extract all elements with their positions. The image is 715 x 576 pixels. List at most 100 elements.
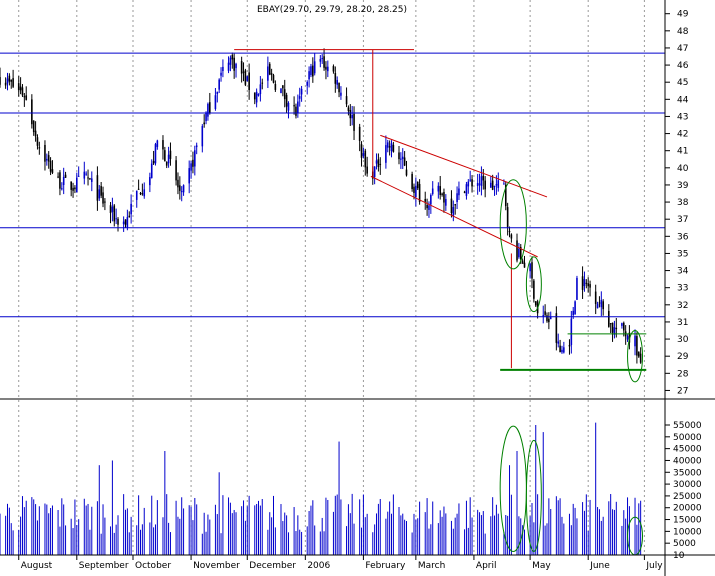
candle-body — [298, 96, 301, 99]
candle-body — [283, 89, 286, 100]
candle-body — [242, 71, 245, 73]
price-tick-label: 44 — [677, 95, 689, 105]
candle-body — [96, 175, 99, 201]
candle-body — [0, 77, 1, 85]
price-tick-label: 41 — [677, 147, 688, 157]
candle-body — [38, 147, 41, 149]
candle-body — [100, 186, 102, 196]
candle-body — [270, 73, 273, 76]
candle-body — [347, 107, 350, 111]
candle-body — [8, 75, 11, 82]
price-tick-label: 49 — [677, 10, 689, 20]
candle-body — [345, 96, 348, 105]
candle-body — [362, 153, 365, 156]
candle-body — [325, 66, 327, 70]
candle-body — [493, 185, 496, 187]
candle-body — [458, 188, 460, 196]
candle-body — [257, 93, 260, 96]
candle-body — [203, 122, 205, 125]
candle-body — [523, 262, 526, 268]
price-tick-label: 31 — [677, 318, 688, 328]
price-tick-label: 39 — [677, 181, 689, 191]
volume-tick-label: 50000 — [673, 433, 702, 443]
candle-body — [581, 276, 584, 290]
candle-body — [167, 154, 170, 164]
candle-body — [388, 146, 391, 148]
candle-body — [608, 310, 610, 327]
candle-body — [36, 137, 39, 146]
candle-body — [405, 169, 408, 176]
candle-body — [572, 310, 575, 316]
channel-line — [380, 134, 548, 198]
candle-body — [164, 150, 166, 162]
candle-body — [261, 82, 264, 84]
candle-body — [401, 156, 404, 159]
price-tick-label: 46 — [677, 61, 689, 71]
candle-body — [542, 315, 545, 317]
candle-body — [636, 336, 638, 356]
candle-body — [611, 322, 614, 333]
candle-body — [113, 205, 116, 222]
candle-body — [255, 91, 258, 103]
candle-body — [491, 180, 494, 190]
candle-body — [463, 191, 466, 193]
candle-body — [135, 190, 138, 200]
candle-body — [351, 114, 353, 119]
candle-body — [506, 207, 509, 228]
candle-body — [634, 335, 636, 347]
candle-body — [259, 84, 262, 95]
price-tick-label: 32 — [677, 301, 688, 311]
candle-body — [576, 277, 578, 300]
candle-body — [546, 315, 548, 322]
candle-body — [353, 113, 355, 131]
candle-body — [19, 86, 22, 91]
candle-body — [143, 189, 146, 197]
price-tick-label: 28 — [677, 369, 689, 379]
candle-body — [621, 323, 623, 326]
candle-body — [495, 184, 498, 186]
candle-body — [21, 87, 24, 96]
volume-tick-label: 25000 — [673, 492, 702, 502]
highlight-ellipse — [499, 179, 527, 270]
candle-body — [626, 336, 629, 340]
candle-body — [124, 219, 127, 225]
candle-body — [450, 198, 453, 213]
candle-body — [59, 172, 61, 189]
candle-body — [182, 185, 185, 193]
candle-body — [508, 231, 511, 233]
candle-body — [61, 188, 63, 190]
candle-body — [489, 182, 492, 188]
candle-body — [563, 347, 565, 353]
candle-body — [85, 173, 87, 175]
candle-body — [222, 66, 224, 72]
candle-body — [49, 160, 52, 172]
candle-body — [74, 187, 76, 190]
candle-body — [598, 302, 601, 304]
candle-body — [497, 180, 500, 188]
candle-body — [531, 262, 533, 279]
candle-body — [443, 192, 445, 203]
candle-body — [32, 120, 35, 133]
candle-body — [334, 72, 337, 84]
candle-body — [424, 198, 427, 202]
candle-body — [416, 182, 419, 189]
candle-body — [364, 150, 367, 168]
candle-body — [126, 217, 129, 228]
x-axis-label: July — [645, 561, 663, 571]
candle-body — [229, 57, 232, 65]
candle-body — [516, 240, 518, 261]
candle-body — [445, 198, 447, 206]
candle-body — [609, 323, 612, 325]
candle-body — [549, 317, 552, 320]
candle-body — [98, 189, 101, 199]
candle-body — [248, 72, 250, 91]
candle-body — [72, 187, 74, 191]
candle-body — [366, 166, 368, 174]
candle-body — [64, 174, 67, 178]
candle-body — [179, 185, 181, 191]
candle-body — [44, 144, 46, 162]
candle-body — [557, 341, 560, 344]
candle-body — [218, 79, 220, 90]
chart-title: EBAY(29.70, 29.79, 28.20, 28.25) — [257, 5, 407, 15]
